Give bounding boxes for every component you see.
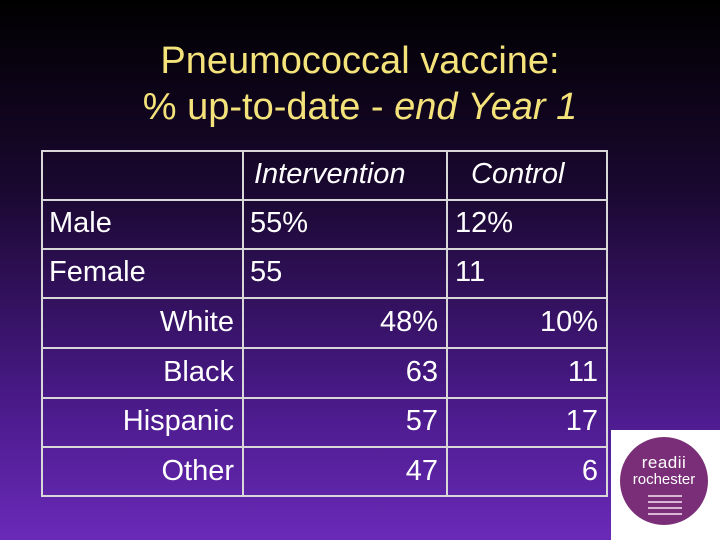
female-intervention-value: 55: [250, 256, 283, 288]
table-row-divider: [41, 446, 608, 448]
other-control-value: 6: [581, 455, 598, 487]
header-intervention: Intervention: [254, 158, 406, 190]
row-label-white: White: [159, 306, 234, 338]
black-intervention-value: 63: [405, 356, 438, 388]
table-col-divider: [242, 150, 244, 497]
row-label-other: Other: [161, 455, 234, 487]
male-intervention-value: 55%: [250, 207, 309, 239]
table-col-divider: [446, 150, 448, 497]
black-control-value: 11: [567, 356, 598, 388]
hispanic-intervention-value: 57: [405, 405, 438, 437]
male-control-value: 12%: [455, 207, 514, 239]
table-row-divider: [41, 297, 608, 299]
title-line-2-emphasis: end Year 1: [394, 86, 578, 128]
logo-circle: readii rochester: [620, 437, 708, 525]
table-row-divider: [41, 248, 608, 250]
table-border-left: [41, 150, 43, 497]
logo-fine-print: [648, 507, 682, 509]
slide-title: Pneumococcal vaccine: % up-to-date - end…: [60, 38, 660, 130]
header-control: Control: [471, 158, 565, 190]
title-line-2-prefix: % up-to-date -: [142, 86, 395, 128]
readii-rochester-logo: readii rochester: [611, 430, 720, 540]
title-line-2: % up-to-date - end Year 1: [60, 84, 660, 130]
female-control-value: 11: [455, 256, 486, 288]
table-row-divider: [41, 397, 608, 399]
table-row-divider: [41, 199, 608, 201]
title-line-1: Pneumococcal vaccine:: [160, 40, 560, 82]
table-border-bottom: [41, 495, 608, 497]
row-label-male: Male: [49, 207, 112, 239]
logo-word-readii: readii: [641, 453, 687, 472]
logo-word-rochester: rochester: [632, 471, 696, 488]
logo-fine-print: [648, 513, 682, 515]
table-border-top: [41, 150, 608, 152]
white-control-value: 10%: [539, 306, 598, 338]
table-row-divider: [41, 347, 608, 349]
row-label-black: Black: [163, 356, 234, 388]
table-border-right: [606, 150, 608, 497]
other-intervention-value: 47: [405, 455, 438, 487]
row-label-hispanic: Hispanic: [122, 405, 234, 437]
hispanic-control-value: 17: [565, 405, 598, 437]
white-intervention-value: 48%: [379, 306, 438, 338]
logo-fine-print: [648, 495, 682, 497]
logo-fine-print: [648, 501, 682, 503]
row-label-female: Female: [49, 256, 146, 288]
